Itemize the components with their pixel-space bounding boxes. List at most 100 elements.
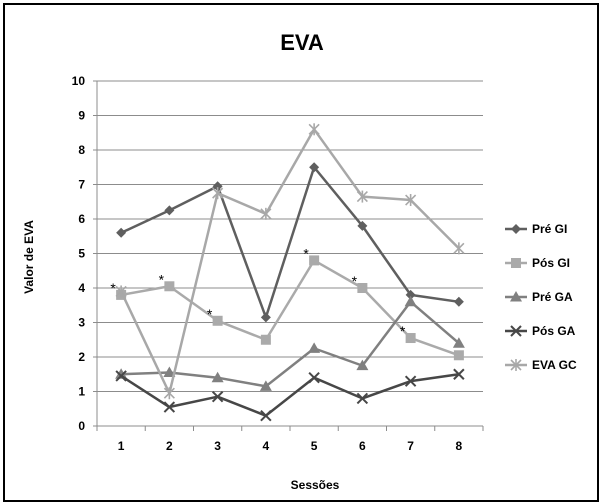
data-point xyxy=(260,312,271,323)
x-tick-labels: 1 2 3 4 5 6 7 8 xyxy=(118,439,463,453)
axes xyxy=(93,80,484,431)
legend-label: EVA GC xyxy=(532,358,577,372)
data-point xyxy=(510,291,522,302)
data-point xyxy=(164,281,175,292)
x-tick-label: 2 xyxy=(166,439,173,453)
data-point xyxy=(453,296,464,307)
x-tick-label: 7 xyxy=(407,439,414,453)
series-pr-ga xyxy=(115,295,465,391)
chart-title: EVA xyxy=(280,30,324,55)
data-point xyxy=(163,401,176,413)
series-line xyxy=(121,300,460,388)
data-point xyxy=(405,333,416,344)
y-tick-label: 0 xyxy=(78,419,85,433)
y-tick-label: 8 xyxy=(78,143,85,157)
series-line xyxy=(120,259,460,357)
y-tick-label: 9 xyxy=(78,109,85,123)
legend-label: Pré GA xyxy=(532,290,573,304)
y-tick-label: 7 xyxy=(78,178,85,192)
series-line xyxy=(120,373,460,417)
data-point xyxy=(259,380,272,391)
data-point xyxy=(211,371,224,383)
significance-annotation: * xyxy=(352,273,358,289)
series-line xyxy=(119,128,460,395)
significance-annotation: * xyxy=(207,306,213,322)
x-tick-label: 8 xyxy=(456,439,463,453)
legend-label: Pré GI xyxy=(532,222,567,236)
data-point xyxy=(115,285,127,298)
data-point xyxy=(452,337,465,348)
data-point xyxy=(115,368,128,379)
series-p-s-ga xyxy=(115,368,465,422)
data-point xyxy=(308,342,321,353)
x-tick-label: 5 xyxy=(311,439,318,453)
legend-item: Pós GI xyxy=(505,256,570,270)
data-point xyxy=(163,366,176,378)
data-point xyxy=(164,205,175,216)
data-point xyxy=(163,387,175,400)
data-point xyxy=(405,289,416,300)
gridlines xyxy=(97,80,483,392)
legend-item: Pré GI xyxy=(505,222,567,236)
x-axis-label: Sessões xyxy=(291,478,340,492)
legend-item: Pós GA xyxy=(505,324,576,338)
plot-area: * * * * * * xyxy=(110,123,465,422)
significance-annotation: * xyxy=(110,280,116,296)
y-tick-label: 1 xyxy=(78,385,85,399)
legend-label: Pós GA xyxy=(532,324,576,338)
data-point xyxy=(309,162,320,173)
significance-annotation: * xyxy=(303,245,309,261)
data-point xyxy=(260,334,271,345)
data-point xyxy=(211,390,224,403)
data-point xyxy=(453,368,465,380)
data-point xyxy=(260,207,272,220)
data-point xyxy=(404,295,417,307)
data-point xyxy=(357,220,368,231)
x-tick-label: 3 xyxy=(214,439,221,453)
data-point xyxy=(453,242,465,255)
data-point xyxy=(260,409,272,422)
y-tick-label: 6 xyxy=(78,212,85,226)
legend-item: EVA GC xyxy=(505,358,577,372)
data-point xyxy=(405,194,417,207)
significance-annotation: * xyxy=(400,323,406,339)
data-point xyxy=(404,375,417,387)
data-point xyxy=(115,370,127,382)
y-tick-labels: 0 1 2 3 4 5 6 7 8 9 10 xyxy=(72,74,86,433)
y-tick-label: 3 xyxy=(78,316,85,330)
significance-annotation: * xyxy=(159,271,165,287)
data-point xyxy=(356,359,369,371)
data-point xyxy=(453,350,464,361)
data-point xyxy=(510,325,522,337)
y-axis-label: Valor de EVA xyxy=(22,220,36,294)
data-point xyxy=(309,255,320,266)
data-point xyxy=(308,123,320,136)
x-tick-label: 4 xyxy=(263,439,270,453)
x-tick-label: 1 xyxy=(118,439,125,453)
legend: Pré GI Pós GI Pré GA Pós GA EVA GC xyxy=(505,222,577,372)
data-point xyxy=(212,181,223,192)
series-pr-gi xyxy=(116,162,464,323)
data-point xyxy=(511,258,521,268)
y-tick-label: 5 xyxy=(78,247,85,261)
x-tick-label: 6 xyxy=(359,439,366,453)
eva-line-chart: EVA 0 1 2 3 4 5 6 7 8 9 10 1 2 3 4 5 6 7 8 Valor de EVA S… xyxy=(22,30,577,492)
y-tick-label: 10 xyxy=(72,74,86,88)
data-point xyxy=(356,190,368,203)
data-point xyxy=(510,359,522,371)
data-point xyxy=(356,392,369,405)
data-point xyxy=(511,224,521,234)
data-point xyxy=(357,283,368,293)
series-line xyxy=(120,166,460,319)
y-tick-label: 2 xyxy=(78,350,85,364)
series-p-s-gi xyxy=(116,255,464,361)
data-point xyxy=(308,371,320,384)
data-point xyxy=(116,227,127,238)
y-tick-label: 4 xyxy=(78,281,85,295)
legend-item: Pré GA xyxy=(505,290,573,304)
data-point xyxy=(212,315,223,326)
data-point xyxy=(212,187,224,200)
chart-frame: EVA 0 1 2 3 4 5 6 7 8 9 10 1 2 3 4 5 6 7 8 Valor de EVA S… xyxy=(3,3,599,502)
legend-label: Pós GI xyxy=(532,256,570,270)
series-eva-gc xyxy=(115,123,465,400)
